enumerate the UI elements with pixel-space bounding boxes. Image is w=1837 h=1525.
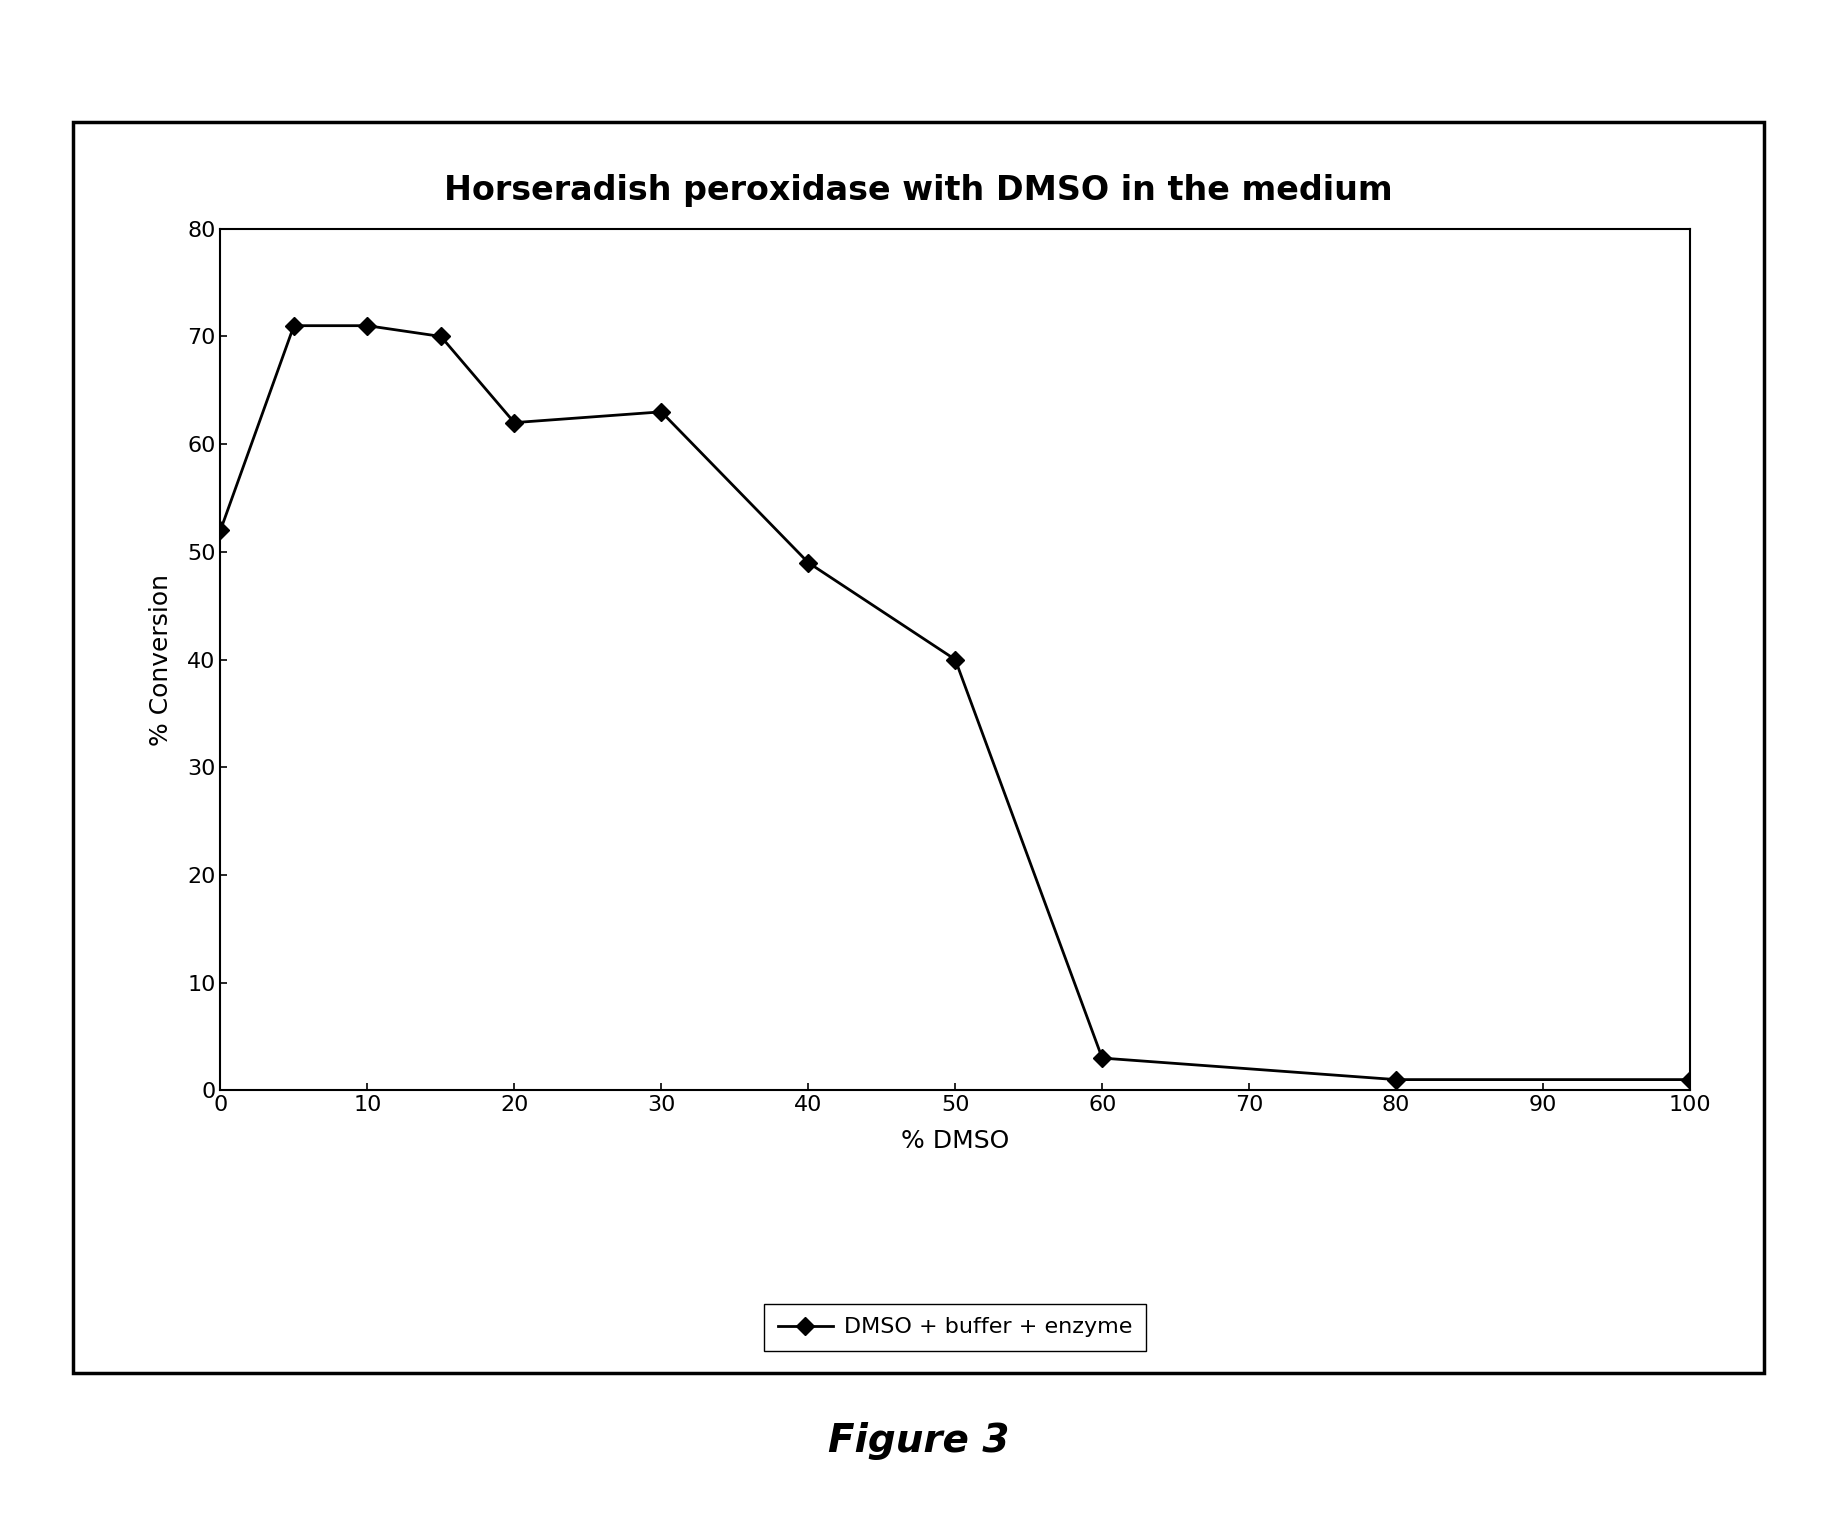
X-axis label: % DMSO: % DMSO xyxy=(902,1128,1009,1153)
Text: Horseradish peroxidase with DMSO in the medium: Horseradish peroxidase with DMSO in the … xyxy=(445,174,1392,207)
Text: Figure 3: Figure 3 xyxy=(828,1423,1009,1459)
Y-axis label: % Conversion: % Conversion xyxy=(149,573,173,746)
Legend: DMSO + buffer + enzyme: DMSO + buffer + enzyme xyxy=(764,1304,1146,1351)
